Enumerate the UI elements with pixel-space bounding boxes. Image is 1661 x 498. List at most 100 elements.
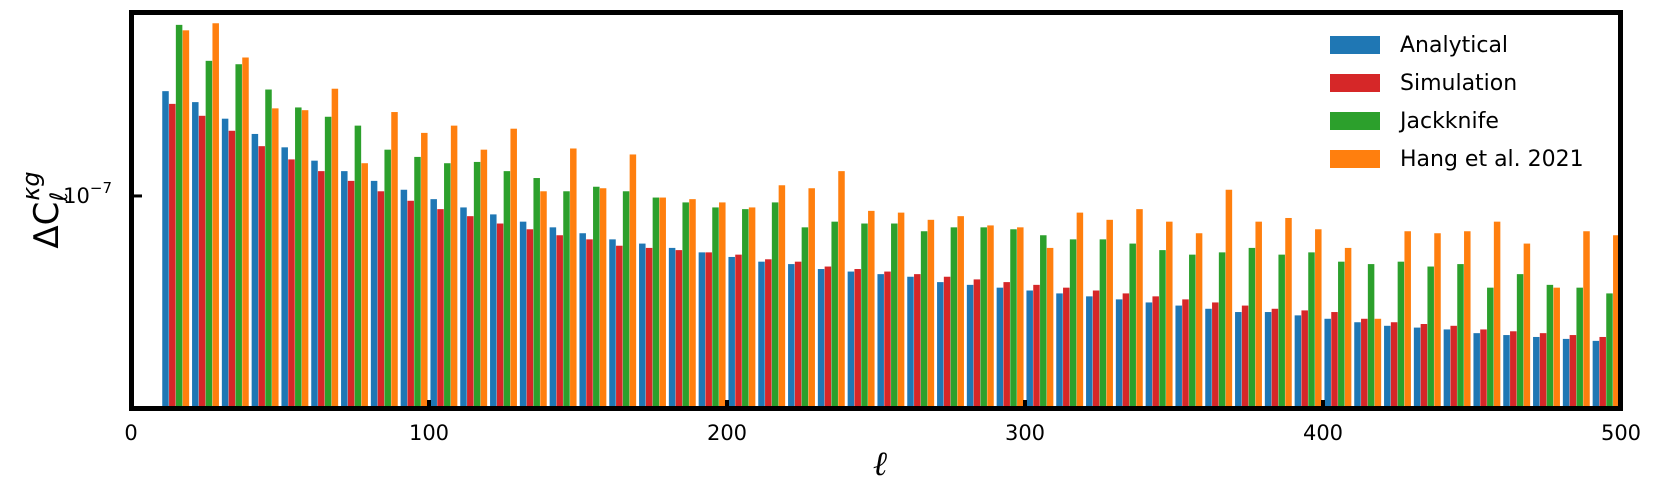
bar-analytical: [1294, 315, 1302, 409]
bar-analytical: [549, 227, 557, 409]
bar-jackknife: [1040, 235, 1047, 409]
bar-analytical: [341, 171, 348, 409]
legend-label: Simulation: [1400, 71, 1517, 96]
bar-hang-et-al-2021: [719, 202, 726, 409]
bar-simulation: [1450, 325, 1457, 409]
bar-analytical: [311, 160, 318, 409]
bar-simulation: [1003, 282, 1010, 409]
bar-simulation: [735, 254, 742, 409]
bar-simulation: [884, 271, 891, 409]
bar-analytical: [162, 91, 169, 410]
bar-analytical: [937, 282, 944, 409]
series-simulation: [169, 103, 1606, 410]
bar-analytical: [1443, 329, 1451, 409]
bar-jackknife: [324, 116, 332, 409]
bar-analytical: [1026, 290, 1033, 409]
bar-hang-et-al-2021: [331, 88, 339, 409]
bar-analytical: [996, 287, 1004, 409]
series-hang-et-al-2021: [182, 23, 1620, 410]
bar-hang-et-al-2021: [361, 163, 368, 409]
bar-jackknife: [920, 231, 928, 409]
bar-hang-et-al-2021: [1344, 247, 1352, 409]
bar-jackknife: [533, 178, 540, 409]
bar-jackknife: [1397, 261, 1405, 409]
bar-simulation: [616, 245, 623, 409]
bar-analytical: [490, 214, 497, 409]
bar-simulation: [198, 115, 206, 410]
bar-jackknife: [771, 202, 779, 409]
bar-hang-et-al-2021: [1583, 231, 1590, 409]
bar-simulation: [1480, 329, 1487, 409]
bar-jackknife: [1308, 252, 1315, 409]
legend-item: Jackknife: [1330, 109, 1499, 134]
bar-simulation: [1420, 324, 1428, 409]
bar-simulation: [318, 171, 325, 409]
bar-analytical: [788, 264, 795, 409]
bar-hang-et-al-2021: [1255, 221, 1262, 409]
bar-jackknife: [235, 64, 242, 409]
bar-hang-et-al-2021: [1195, 233, 1203, 409]
bar-hang-et-al-2021: [391, 112, 398, 409]
bar-hang-et-al-2021: [272, 108, 279, 410]
bar-analytical: [281, 147, 288, 409]
bar-hang-et-al-2021: [540, 191, 547, 409]
bar-jackknife: [384, 149, 391, 410]
bar-jackknife: [563, 191, 570, 409]
bar-simulation: [407, 200, 414, 409]
bar-analytical: [877, 274, 884, 409]
bar-analytical: [1592, 340, 1600, 409]
svg-text:ΔCℓκg: ΔCℓκg: [17, 171, 73, 248]
legend: Analytical Simulation Jackknife Hang et al.…: [1330, 33, 1584, 172]
bar-analytical: [668, 247, 676, 409]
bar-jackknife: [831, 221, 838, 409]
bar-analytical: [817, 269, 825, 409]
y-axis: 10−7: [63, 179, 142, 208]
bar-hang-et-al-2021: [570, 148, 577, 410]
bar-hang-et-al-2021: [1285, 217, 1292, 409]
bar-simulation: [556, 235, 563, 409]
bar-analytical: [1503, 335, 1510, 409]
bar-jackknife: [950, 227, 958, 409]
bar-simulation: [645, 247, 653, 409]
bar-hang-et-al-2021: [778, 185, 786, 409]
legend-swatch: [1330, 112, 1380, 130]
bar-jackknife: [1129, 243, 1136, 409]
bar-simulation: [1569, 335, 1577, 409]
bar-analytical: [758, 261, 765, 409]
y-tick-label: 10−7: [63, 179, 112, 208]
legend-item: Simulation: [1330, 71, 1517, 96]
bar-hang-et-al-2021: [1374, 318, 1382, 409]
bar-hang-et-al-2021: [1076, 212, 1084, 409]
bar-hang-et-al-2021: [897, 212, 905, 409]
bar-hang-et-al-2021: [480, 149, 488, 410]
x-tick-label: 300: [1005, 421, 1045, 445]
x-axis: 0 100 200 300 400 500: [124, 400, 1641, 445]
bar-jackknife: [801, 227, 809, 409]
bar-simulation: [377, 191, 385, 409]
bar-simulation: [765, 259, 772, 409]
bar-analytical: [221, 118, 229, 409]
bar-jackknife: [622, 191, 630, 409]
bar-jackknife: [1159, 250, 1166, 409]
legend-label: Hang et al. 2021: [1400, 147, 1584, 172]
bar-jackknife: [1010, 229, 1017, 409]
bar-simulation: [1063, 287, 1070, 409]
bar-simulation: [169, 103, 176, 409]
bar-hang-et-al-2021: [1553, 287, 1560, 409]
bar-analytical: [192, 102, 199, 410]
bar-analytical: [1264, 312, 1272, 409]
legend-label: Analytical: [1400, 33, 1508, 58]
bar-simulation: [1212, 302, 1219, 409]
bar-analytical: [1145, 302, 1153, 409]
y-axis-label: ΔCℓκg: [17, 171, 73, 248]
bar-jackknife: [444, 163, 451, 409]
bar-simulation: [586, 239, 593, 409]
bar-simulation: [1539, 333, 1547, 409]
bar-jackknife: [1218, 252, 1226, 409]
bar-hang-et-al-2021: [868, 210, 875, 409]
bar-hang-et-al-2021: [1404, 231, 1411, 409]
bar-analytical: [1562, 338, 1570, 409]
bar-simulation: [258, 146, 265, 410]
bar-jackknife: [473, 161, 481, 409]
bar-jackknife: [295, 107, 302, 409]
